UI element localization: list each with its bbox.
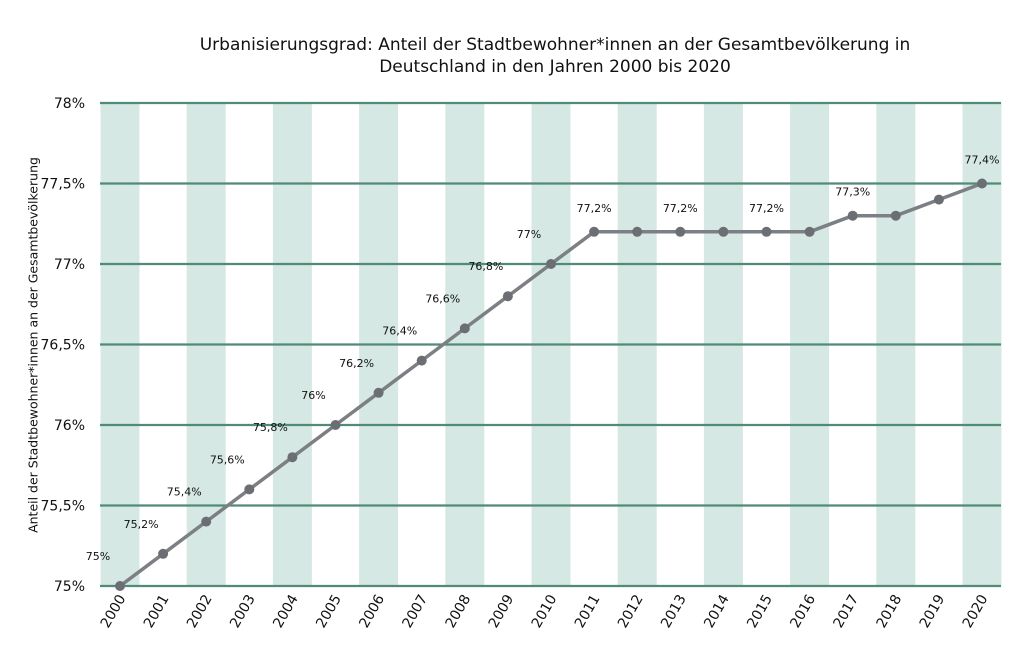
x-tick-label: 2001 [141, 592, 173, 631]
data-point [761, 226, 772, 237]
data-point [416, 355, 427, 366]
x-tick-label: 2004 [270, 592, 302, 631]
data-point [933, 194, 944, 205]
data-point [330, 420, 341, 430]
y-tick-label: 78% [54, 96, 85, 112]
data-label: 75,8% [253, 421, 288, 434]
data-point [804, 226, 815, 237]
data-point [158, 548, 169, 559]
x-tick-label: 2014 [701, 592, 733, 631]
x-tick-label: 2006 [356, 592, 388, 631]
data-point [718, 226, 729, 237]
x-tick-label: 2009 [486, 592, 518, 631]
data-point [287, 452, 298, 463]
data-point [115, 581, 125, 591]
y-tick-label: 77,5% [41, 177, 85, 193]
data-label: 76% [301, 389, 325, 402]
data-point [977, 178, 987, 189]
x-tick-label: 2008 [443, 592, 475, 631]
data-label: 76,2% [339, 357, 374, 370]
data-label: 75,4% [167, 486, 202, 499]
data-label: 77% [517, 228, 541, 241]
y-tick-label: 75,5% [41, 499, 85, 515]
y-tick-label: 75% [54, 579, 85, 595]
data-label: 77,2% [663, 202, 698, 215]
x-tick-label: 2016 [787, 592, 819, 631]
data-label: 75,2% [124, 518, 159, 531]
y-tick-label: 77% [54, 257, 85, 273]
data-point [675, 226, 686, 237]
x-tick-label: 2002 [184, 592, 216, 631]
data-point [201, 516, 212, 527]
x-tick-label: 2013 [658, 592, 690, 631]
data-label: 77,4% [965, 154, 1000, 167]
x-tick-label: 2019 [917, 592, 949, 631]
data-point [890, 210, 901, 221]
data-point [847, 210, 858, 221]
x-tick-label: 2012 [615, 592, 647, 631]
data-label: 77,2% [577, 202, 612, 215]
x-tick-label: 2003 [227, 592, 259, 631]
x-tick-label: 2015 [744, 592, 776, 631]
chart-title-line-2: Deutschland in den Jahren 2000 bis 2020 [379, 57, 731, 77]
data-point [373, 387, 384, 398]
data-label: 76,4% [382, 325, 417, 338]
x-tick-label: 2020 [960, 592, 992, 631]
data-point [632, 226, 643, 237]
x-tick-label: 2018 [874, 592, 906, 631]
data-point [589, 226, 600, 237]
x-tick-label: 2000 [98, 592, 130, 631]
chart-title: Urbanisierungsgrad: Anteil der Stadtbewo… [0, 34, 1024, 78]
y-tick-label: 76% [54, 418, 85, 434]
x-tick-label: 2011 [572, 592, 604, 631]
data-label: 77,3% [835, 186, 870, 199]
y-tick-label: 76,5% [41, 338, 85, 354]
x-tick-label: 2010 [529, 592, 561, 631]
data-label: 77,2% [749, 202, 784, 215]
x-tick-label: 2007 [399, 592, 431, 631]
data-label: 75,6% [210, 453, 245, 466]
data-label: 76,8% [468, 260, 503, 273]
data-point [244, 484, 255, 495]
chart-title-line-1: Urbanisierungsgrad: Anteil der Stadtbewo… [199, 35, 911, 55]
data-label: 75% [86, 550, 110, 563]
x-tick-label: 2017 [830, 592, 862, 631]
x-tick-label: 2005 [313, 592, 345, 631]
data-point [546, 259, 556, 269]
data-point [459, 323, 470, 334]
data-point [502, 291, 513, 302]
data-label: 76,6% [425, 292, 460, 305]
